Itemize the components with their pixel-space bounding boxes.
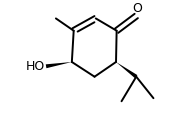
Polygon shape xyxy=(116,62,137,78)
Text: HO: HO xyxy=(26,60,45,73)
Text: O: O xyxy=(132,2,142,15)
Polygon shape xyxy=(46,62,72,68)
